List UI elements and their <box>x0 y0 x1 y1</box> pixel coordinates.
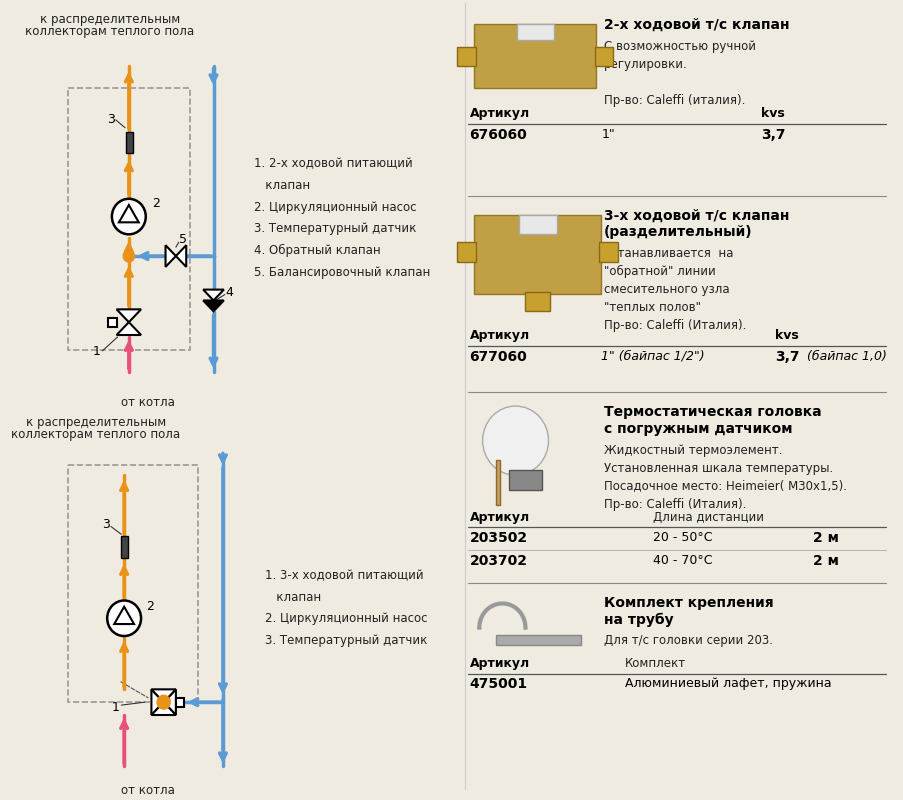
Text: Алюминиевый лафет, пружина: Алюминиевый лафет, пружина <box>624 678 831 690</box>
Text: (байпас 1,0): (байпас 1,0) <box>803 350 887 363</box>
Text: 5: 5 <box>179 233 187 246</box>
Bar <box>474 214 600 294</box>
Circle shape <box>107 601 141 636</box>
Bar <box>495 460 500 505</box>
Text: 20 - 50°С: 20 - 50°С <box>652 531 712 545</box>
Text: Артикул: Артикул <box>469 657 529 670</box>
Text: 203502: 203502 <box>469 531 527 546</box>
Text: 1. 2-х ходовой питающий: 1. 2-х ходовой питающий <box>254 158 413 170</box>
Text: 3: 3 <box>102 518 110 531</box>
Text: Артикул: Артикул <box>469 510 529 524</box>
Text: 3: 3 <box>107 114 115 126</box>
Text: к распределительным: к распределительным <box>40 14 180 26</box>
Bar <box>517 24 553 40</box>
Text: Длина дистанции: Длина дистанции <box>652 510 763 524</box>
Text: (разделительный): (разделительный) <box>603 226 752 239</box>
Polygon shape <box>176 245 186 267</box>
Bar <box>508 470 541 490</box>
Text: клапан: клапан <box>265 590 321 604</box>
Text: С возможностью ручной
регулировки.

Пр-во: Caleffi (италия).: С возможностью ручной регулировки. Пр-во… <box>603 40 755 107</box>
Text: 4. Обратный клапан: 4. Обратный клапан <box>254 244 380 258</box>
Text: 1": 1" <box>600 128 614 141</box>
Polygon shape <box>116 310 141 322</box>
Polygon shape <box>165 245 176 267</box>
Text: 3,7: 3,7 <box>760 128 785 142</box>
Text: 3,7: 3,7 <box>775 350 799 364</box>
Text: Жидкостный термоэлемент.
Установленная шкала температуры.
Посадочное место: Heim: Жидкостный термоэлемент. Установленная ш… <box>603 443 846 510</box>
Bar <box>525 291 550 311</box>
Bar <box>518 214 556 234</box>
Text: 2: 2 <box>153 198 160 210</box>
Polygon shape <box>151 690 176 702</box>
Polygon shape <box>163 690 176 715</box>
Bar <box>599 242 618 262</box>
Text: Артикул: Артикул <box>469 107 529 120</box>
Text: 475001: 475001 <box>469 678 527 691</box>
Text: 2. Циркуляционный насос: 2. Циркуляционный насос <box>254 201 416 214</box>
Circle shape <box>157 695 170 709</box>
Text: 2 м: 2 м <box>812 531 838 546</box>
Bar <box>176 698 184 707</box>
Text: Термостатическая головка: Термостатическая головка <box>603 405 821 419</box>
Text: 4: 4 <box>226 286 233 299</box>
Circle shape <box>482 406 548 475</box>
Text: Комплект крепления: Комплект крепления <box>603 595 773 610</box>
Text: на трубу: на трубу <box>603 612 673 626</box>
Text: 5. Балансировочный клапан: 5. Балансировочный клапан <box>254 266 430 279</box>
Text: 3. Температурный датчик: 3. Температурный датчик <box>265 634 427 647</box>
Polygon shape <box>203 290 224 301</box>
Text: 1. 3-х ходовой питающий: 1. 3-х ходовой питающий <box>265 569 424 582</box>
Text: 2: 2 <box>145 600 154 613</box>
Bar <box>594 46 613 66</box>
Text: 1: 1 <box>112 701 119 714</box>
Circle shape <box>123 250 135 262</box>
Text: Для т/с головки серии 203.: Для т/с головки серии 203. <box>603 634 772 647</box>
Bar <box>457 46 476 66</box>
Circle shape <box>112 198 145 234</box>
Text: 1: 1 <box>93 346 101 358</box>
Text: 676060: 676060 <box>469 128 526 142</box>
Text: Устанавливается  на
"обратной" линии
смесительного узла
"теплых полов"
Пр-во: Ca: Устанавливается на "обратной" линии смес… <box>603 247 746 332</box>
Bar <box>108 318 116 327</box>
Text: к распределительным: к распределительным <box>26 416 166 429</box>
Polygon shape <box>203 301 224 311</box>
Text: 2. Циркуляционный насос: 2. Циркуляционный насос <box>265 612 427 626</box>
Bar <box>121 536 127 558</box>
Text: Артикул: Артикул <box>469 329 529 342</box>
Text: 2-х ходовой т/с клапан: 2-х ходовой т/с клапан <box>603 18 788 32</box>
Text: 1" (байпас 1/2"): 1" (байпас 1/2") <box>600 350 704 363</box>
Text: 677060: 677060 <box>469 350 526 364</box>
Text: клапан: клапан <box>254 179 310 192</box>
Text: 2 м: 2 м <box>812 554 838 568</box>
Text: коллекторам теплого пола: коллекторам теплого пола <box>12 428 181 441</box>
Polygon shape <box>151 690 163 715</box>
Text: kvs: kvs <box>760 107 784 120</box>
Text: 40 - 70°С: 40 - 70°С <box>652 554 712 567</box>
Text: Комплект: Комплект <box>624 657 685 670</box>
Bar <box>457 242 476 262</box>
Polygon shape <box>151 702 176 715</box>
Text: 203702: 203702 <box>469 554 526 568</box>
Bar <box>474 24 596 88</box>
Text: коллекторам теплого пола: коллекторам теплого пола <box>25 25 194 38</box>
Bar <box>126 132 133 154</box>
Text: от котла: от котла <box>121 784 174 797</box>
Bar <box>495 634 581 645</box>
Text: kvs: kvs <box>775 329 798 342</box>
Text: 3. Температурный датчик: 3. Температурный датчик <box>254 222 416 235</box>
Text: с погружным датчиком: с погружным датчиком <box>603 422 792 436</box>
Text: 3-х ходовой т/с клапан: 3-х ходовой т/с клапан <box>603 209 788 222</box>
Polygon shape <box>116 322 141 335</box>
Text: от котла: от котла <box>121 396 174 409</box>
